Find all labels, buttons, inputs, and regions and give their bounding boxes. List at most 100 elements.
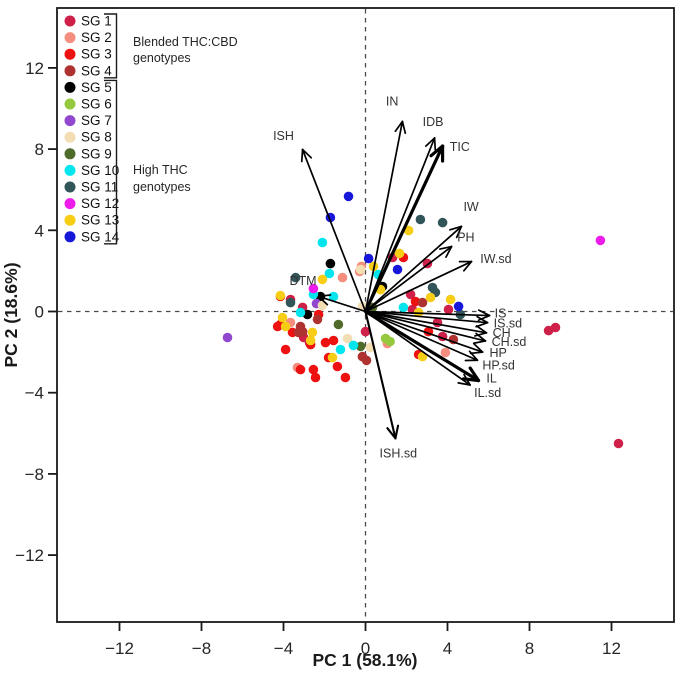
loading-arrow bbox=[301, 148, 367, 313]
loading-arrow bbox=[363, 144, 445, 314]
scatter-point bbox=[440, 347, 451, 358]
scatter-point bbox=[295, 307, 306, 318]
loading-arrowhead bbox=[439, 245, 453, 250]
legend-dot bbox=[64, 115, 76, 127]
x-tick-label: 4 bbox=[443, 639, 452, 658]
loading-arrowhead bbox=[445, 245, 453, 258]
loading-arrowhead bbox=[469, 351, 484, 355]
loading-arrowhead bbox=[472, 340, 487, 345]
legend: SG 1SG 2 SG 3SG 4 SG 5 SG 6SG 7 SG 8SG 9 SG 1… bbox=[64, 13, 238, 245]
scatter-point bbox=[317, 274, 328, 285]
legend-item-label: SG 8 bbox=[81, 130, 112, 145]
scatter-point bbox=[342, 333, 353, 344]
scatter-point bbox=[453, 301, 464, 312]
legend-group-label: Blended THC:CBD bbox=[133, 35, 238, 49]
scatter-point bbox=[307, 327, 318, 338]
y-tick-label: 4 bbox=[35, 221, 44, 240]
x-tick-label: 0 bbox=[361, 639, 370, 658]
scatter-point bbox=[295, 321, 306, 332]
loading-arrowhead bbox=[394, 424, 400, 440]
loading-label: IW bbox=[463, 200, 478, 214]
loading-arrow bbox=[317, 295, 367, 313]
scatter-point bbox=[355, 264, 366, 275]
loading-label: IW.sd bbox=[480, 252, 511, 266]
loading-arrowhead bbox=[463, 373, 471, 386]
scatter-point bbox=[272, 321, 283, 332]
legend-item-label: SG 3 bbox=[81, 47, 112, 62]
scatter-point bbox=[550, 322, 561, 333]
scatter-point bbox=[280, 321, 291, 332]
legend-dot bbox=[64, 164, 76, 176]
loading-arrowhead bbox=[401, 120, 407, 134]
scatter-point bbox=[308, 283, 319, 294]
scatter-point bbox=[285, 297, 296, 308]
loading-arrowhead bbox=[476, 315, 489, 324]
x-axis-title: PC 1 (58.1%) bbox=[312, 650, 417, 670]
legend-dot bbox=[64, 98, 76, 110]
scatter-point bbox=[333, 319, 344, 330]
loading-label: IS bbox=[495, 307, 507, 321]
loading-label: IN bbox=[386, 95, 399, 109]
loading-arrow bbox=[364, 260, 473, 313]
loading-arrow bbox=[364, 245, 453, 313]
scatter-points-layer bbox=[222, 191, 624, 449]
loading-label: IL.sd bbox=[474, 386, 501, 400]
loading-arrow bbox=[364, 310, 479, 362]
scatter-point bbox=[355, 341, 366, 352]
legend-item-label: SG 2 bbox=[81, 30, 112, 45]
legend-bracket bbox=[104, 79, 118, 245]
loading-arrowhead bbox=[429, 144, 445, 158]
loading-arrow bbox=[364, 310, 487, 342]
legend-item-label: SG 11 bbox=[81, 180, 118, 195]
legend-dot bbox=[64, 65, 76, 77]
loading-arrow bbox=[364, 137, 436, 313]
loading-label: ISH.sd bbox=[380, 447, 418, 461]
loading-label: IS.sd bbox=[494, 317, 523, 331]
y-tick-label: −4 bbox=[25, 384, 44, 403]
scatter-point bbox=[290, 272, 301, 283]
scatter-point bbox=[324, 268, 335, 279]
loading-label: IL bbox=[486, 372, 496, 386]
loading-arrow bbox=[364, 310, 471, 386]
legend-dot bbox=[64, 32, 76, 44]
loading-arrow bbox=[364, 310, 491, 317]
scatter-point bbox=[327, 352, 338, 363]
scatter-point bbox=[403, 225, 414, 236]
legend-dot bbox=[64, 48, 76, 60]
legend-group-label: genotypes bbox=[133, 51, 191, 65]
legend-item-label: SG 5 bbox=[81, 80, 112, 95]
legend-dot bbox=[64, 81, 76, 93]
scatter-point bbox=[398, 302, 409, 313]
loading-arrowhead bbox=[473, 342, 484, 353]
scatter-point bbox=[437, 217, 448, 228]
scatter-point bbox=[337, 272, 348, 283]
loading-arrowhead bbox=[457, 382, 471, 386]
scatter-point bbox=[305, 335, 316, 346]
scatter-point bbox=[392, 264, 403, 275]
loading-label: TIC bbox=[450, 140, 470, 154]
legend-dot bbox=[64, 231, 76, 243]
legend-item-label: SG 9 bbox=[81, 146, 112, 161]
scatter-point bbox=[295, 364, 306, 375]
scatter-point bbox=[222, 332, 233, 343]
loading-arrowhead bbox=[317, 295, 329, 306]
scatter-point bbox=[275, 290, 286, 301]
legend-bracket bbox=[104, 13, 118, 79]
loading-label: IDB bbox=[423, 115, 444, 129]
scatter-point bbox=[320, 337, 331, 348]
legend-item-label: SG 7 bbox=[81, 113, 112, 128]
scatter-point bbox=[360, 326, 371, 337]
scatter-point bbox=[385, 336, 395, 347]
scatter-point bbox=[595, 235, 606, 246]
loading-arrowhead bbox=[386, 427, 397, 440]
x-tick-label: −8 bbox=[192, 639, 211, 658]
loading-arrow bbox=[364, 225, 463, 313]
loading-arrowhead bbox=[449, 225, 463, 231]
scatter-point bbox=[363, 253, 374, 264]
x-tick-label: −12 bbox=[105, 639, 134, 658]
legend-dot bbox=[64, 148, 76, 160]
loading-arrowhead bbox=[474, 331, 488, 337]
scatter-point bbox=[328, 335, 339, 346]
y-tick-label: 0 bbox=[35, 303, 44, 322]
